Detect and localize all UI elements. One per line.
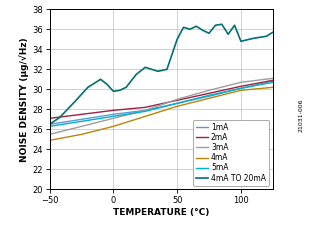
4mA xyxy=(207,97,211,100)
4mA TO 20mA xyxy=(226,33,230,36)
5mA xyxy=(239,87,243,90)
4mA TO 20mA xyxy=(118,89,122,92)
3mA xyxy=(48,133,51,136)
4mA TO 20mA xyxy=(182,26,185,29)
4mA TO 20mA xyxy=(73,100,77,103)
5mA xyxy=(48,125,51,128)
1mA xyxy=(112,113,115,116)
Legend: 1mA, 2mA, 3mA, 4mA, 5mA, 4mA TO 20mA: 1mA, 2mA, 3mA, 4mA, 5mA, 4mA TO 20mA xyxy=(193,120,269,185)
4mA TO 20mA xyxy=(264,35,268,38)
4mA TO 20mA xyxy=(144,66,147,69)
3mA xyxy=(175,98,179,101)
2mA xyxy=(48,117,51,120)
4mA TO 20mA xyxy=(239,40,243,43)
2mA xyxy=(112,109,115,112)
4mA TO 20mA xyxy=(124,86,128,89)
1mA xyxy=(144,109,147,112)
5mA xyxy=(112,115,115,118)
4mA TO 20mA xyxy=(194,25,198,28)
2mA xyxy=(207,92,211,95)
1mA xyxy=(239,87,243,90)
4mA TO 20mA xyxy=(135,73,138,76)
Line: 2mA: 2mA xyxy=(50,80,273,118)
1mA xyxy=(175,102,179,105)
4mA TO 20mA xyxy=(201,29,205,32)
3mA xyxy=(207,89,211,92)
4mA TO 20mA xyxy=(175,38,179,41)
4mA TO 20mA xyxy=(233,24,237,27)
4mA TO 20mA xyxy=(105,83,109,86)
Line: 5mA: 5mA xyxy=(50,82,273,126)
3mA xyxy=(80,125,83,128)
4mA xyxy=(175,105,179,108)
4mA xyxy=(112,125,115,128)
4mA TO 20mA xyxy=(271,31,275,34)
Line: 1mA: 1mA xyxy=(50,81,273,124)
4mA TO 20mA xyxy=(165,68,169,71)
5mA xyxy=(80,120,83,123)
3mA xyxy=(144,109,147,112)
5mA xyxy=(175,102,179,105)
2mA xyxy=(80,113,83,116)
4mA TO 20mA xyxy=(188,28,192,31)
4mA TO 20mA xyxy=(48,123,51,126)
3mA xyxy=(112,117,115,120)
4mA TO 20mA xyxy=(207,32,211,35)
2mA xyxy=(239,85,243,88)
4mA xyxy=(144,115,147,118)
3mA xyxy=(239,81,243,84)
4mA TO 20mA xyxy=(58,116,62,119)
Line: 4mA TO 20mA: 4mA TO 20mA xyxy=(50,24,273,124)
4mA xyxy=(239,89,243,92)
3mA xyxy=(271,77,275,80)
1mA xyxy=(207,95,211,98)
Text: 21031-006: 21031-006 xyxy=(298,99,303,132)
4mA TO 20mA xyxy=(214,24,217,27)
5mA xyxy=(207,94,211,97)
2mA xyxy=(271,79,275,82)
4mA TO 20mA xyxy=(99,78,103,81)
4mA TO 20mA xyxy=(252,37,255,40)
X-axis label: TEMPERATURE (°C): TEMPERATURE (°C) xyxy=(113,208,209,217)
Line: 4mA: 4mA xyxy=(50,87,273,140)
4mA TO 20mA xyxy=(220,23,224,26)
5mA xyxy=(271,81,275,84)
4mA TO 20mA xyxy=(86,86,90,89)
4mA xyxy=(271,86,275,89)
2mA xyxy=(175,99,179,102)
1mA xyxy=(271,80,275,83)
4mA xyxy=(80,133,83,136)
2mA xyxy=(144,106,147,109)
Y-axis label: NOISE DENSITY (µg/√Hz): NOISE DENSITY (µg/√Hz) xyxy=(20,37,29,162)
4mA TO 20mA xyxy=(112,90,115,93)
1mA xyxy=(80,118,83,121)
1mA xyxy=(48,123,51,126)
Line: 3mA: 3mA xyxy=(50,78,273,134)
4mA xyxy=(48,139,51,142)
5mA xyxy=(144,110,147,113)
4mA TO 20mA xyxy=(156,70,160,73)
